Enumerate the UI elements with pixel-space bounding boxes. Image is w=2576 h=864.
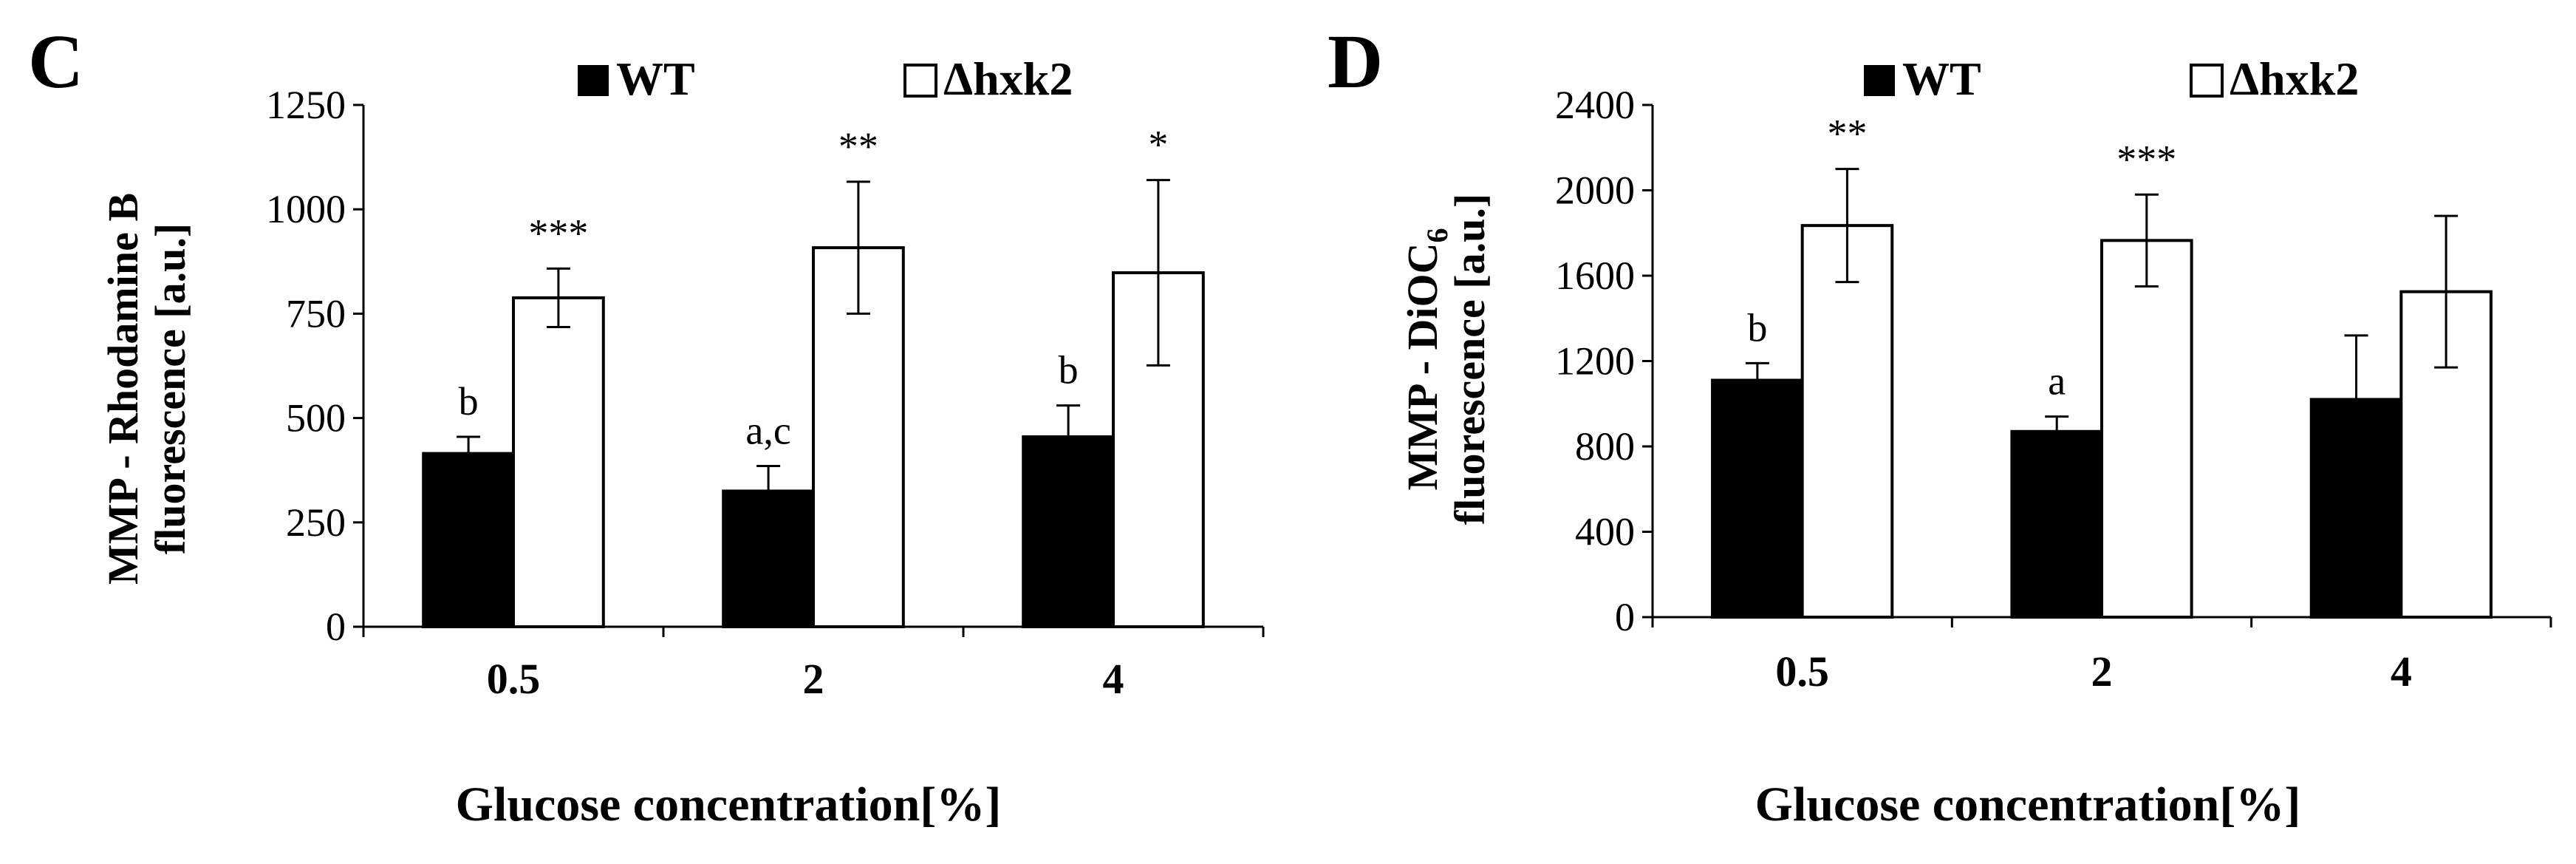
y-tick-label: 1250 <box>266 83 346 127</box>
y-tick-label: 1200 <box>1555 339 1635 384</box>
y-axis-title: MMP - Rhodamine B fluorescence [a.u.] <box>99 193 194 585</box>
annotation-significance: *** <box>528 211 588 255</box>
y-axis-title-line1: MMP - DiOC6 <box>1398 228 1454 490</box>
y-axis-title: MMP - DiOC6 fluorescence [a.u.] <box>1398 194 1494 525</box>
panel-letter: D <box>1328 19 1383 104</box>
x-tick-label: 0.5 <box>1775 647 1829 695</box>
annotation-significance: ** <box>1827 112 1867 156</box>
legend: WT Δhxk2 <box>578 52 1073 105</box>
x-tick-label: 4 <box>1103 655 1124 703</box>
annotation-letter: a,c <box>745 409 790 453</box>
bar-hxk2 <box>2100 239 2193 619</box>
panel-c-chart: C WT Δhxk2 MMP - Rhodamine B fluorescenc… <box>28 19 1265 831</box>
x-axis-title: Glucose concentration[%] <box>456 778 1002 831</box>
y-tick-label: 1000 <box>266 187 346 231</box>
annotation-significance: * <box>1148 123 1168 167</box>
annotation-letter: b <box>459 379 479 424</box>
legend-label-wt: WT <box>1902 52 1981 105</box>
annotation-letter: b <box>1747 305 1767 350</box>
annotation-letter: b <box>1059 348 1079 392</box>
legend-swatch-wt <box>578 65 609 96</box>
bar-wt <box>1711 378 1804 619</box>
y-tick-label: 800 <box>1575 424 1635 469</box>
plot-area: 0 250 500 750 1000 1250 0.5 b *** 2 a,c ** 4 b * <box>266 83 1265 703</box>
legend-label-hxk2: Δhxk2 <box>2230 52 2359 105</box>
y-tick-label: 0 <box>326 605 346 649</box>
bar-wt <box>422 452 516 628</box>
x-axis-title: Glucose concentration[%] <box>1755 778 2301 831</box>
legend-swatch-wt <box>1864 65 1895 96</box>
bar-hxk2 <box>512 296 605 628</box>
y-axis-title-line2: fluorescence [a.u.] <box>1446 194 1494 525</box>
x-tick-label: 2 <box>2091 647 2113 695</box>
y-axis-title-line1: MMP - Rhodamine B <box>99 193 147 585</box>
y-tick-label: 400 <box>1575 510 1635 554</box>
x-tick-label: 4 <box>2391 647 2412 695</box>
bar-wt <box>2010 429 2104 619</box>
x-tick-label: 0.5 <box>487 655 541 703</box>
bar-hxk2 <box>2399 290 2493 619</box>
legend: WT Δhxk2 <box>1864 52 2359 105</box>
y-axis-title-line2: fluorescence [a.u.] <box>146 223 194 554</box>
y-tick-label: 750 <box>286 291 346 336</box>
plot-area: 0 400 800 1200 1600 2000 2400 0.5 b ** 2 a *** 4 <box>1555 83 2552 695</box>
annotation-significance: *** <box>2117 137 2176 181</box>
y-tick-label: 500 <box>286 396 346 440</box>
annotation-significance: ** <box>838 124 878 169</box>
annotation-letter: a <box>2048 359 2066 404</box>
legend-label-hxk2: Δhxk2 <box>943 52 1073 105</box>
legend-swatch-hxk2 <box>903 64 937 98</box>
y-tick-label: 1600 <box>1555 254 1635 298</box>
y-tick-label: 250 <box>286 500 346 545</box>
legend-swatch-hxk2 <box>2190 64 2224 98</box>
panel-d-chart: D WT Δhxk2 MMP - DiOC6 fluorescence [a.u… <box>1328 19 2552 831</box>
y-tick-label: 2000 <box>1555 169 1635 213</box>
bar-hxk2 <box>1800 224 1894 619</box>
x-tick-label: 2 <box>803 655 824 703</box>
legend-label-wt: WT <box>616 52 695 105</box>
y-tick-label: 0 <box>1615 595 1635 639</box>
y-tick-label: 2400 <box>1555 83 1635 127</box>
panel-letter: C <box>28 19 83 104</box>
